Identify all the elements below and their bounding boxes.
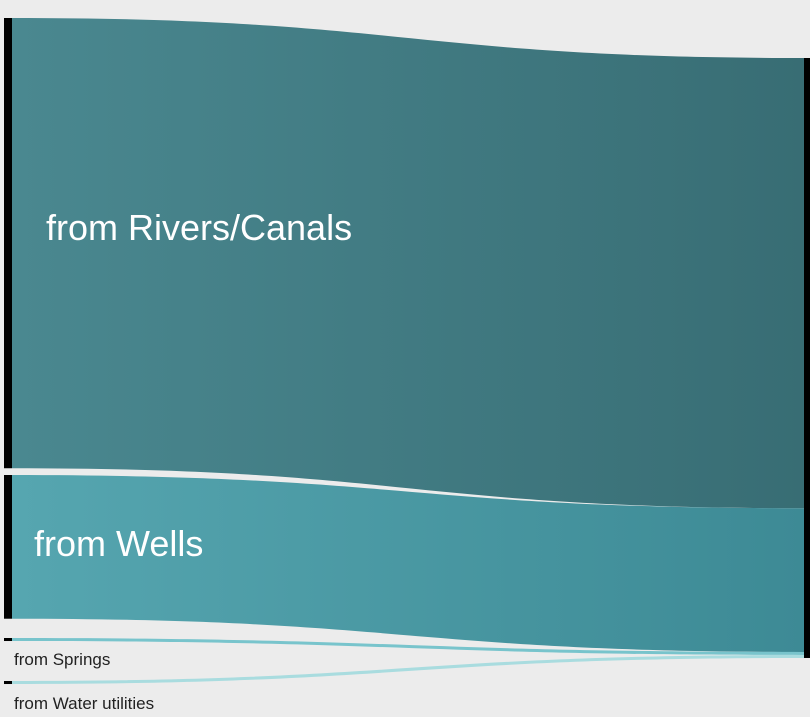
node-bar-springs[interactable] (4, 638, 12, 642)
link-rivers-canals (12, 18, 804, 509)
label-water-utilities: from Water utilities (14, 694, 154, 713)
node-bar-wells[interactable] (4, 475, 12, 619)
node-bar-rivers-canals[interactable] (4, 18, 12, 469)
label-wells: from Wells (34, 523, 203, 564)
link-water-utilities (12, 654, 804, 685)
node-bar-target[interactable] (804, 58, 810, 658)
label-rivers-canals: from Rivers/Canals (46, 207, 352, 248)
link-springs (12, 638, 804, 655)
node-bar-water-utilities[interactable] (4, 681, 12, 685)
label-springs: from Springs (14, 650, 110, 669)
link-wells (12, 475, 804, 652)
